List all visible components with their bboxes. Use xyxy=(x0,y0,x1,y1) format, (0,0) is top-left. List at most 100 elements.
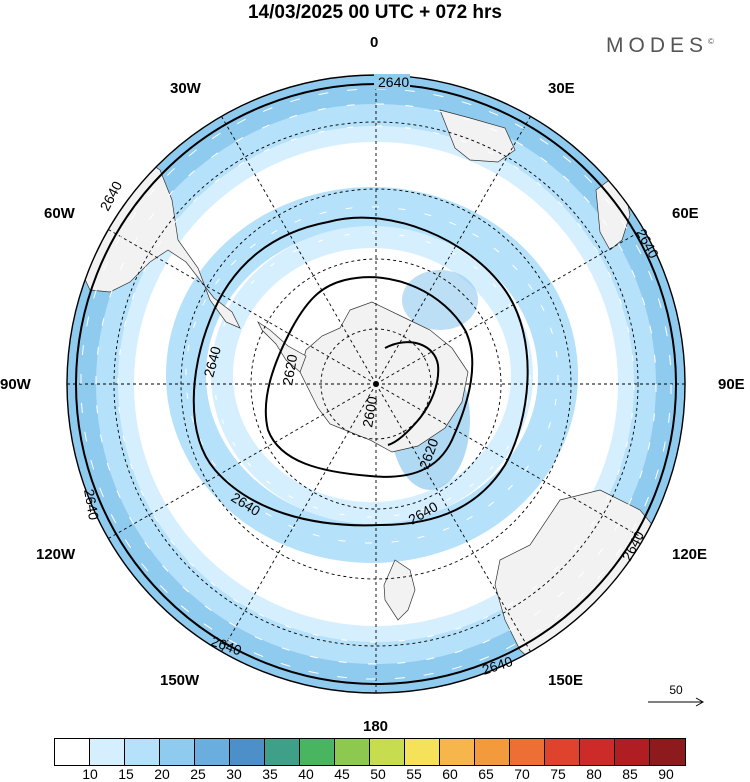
wind-arrow xyxy=(506,643,516,650)
wind-arrow xyxy=(526,399,529,405)
wind-arrow xyxy=(653,413,655,422)
contour-2600 xyxy=(384,341,440,446)
svg-text:2620: 2620 xyxy=(279,353,300,387)
wind-arrow xyxy=(187,344,190,352)
wind-arrow xyxy=(531,585,538,590)
wind-arrow xyxy=(644,496,650,507)
wind-arrow xyxy=(398,208,406,211)
wind-arrow xyxy=(631,269,636,278)
wind-arrow xyxy=(188,149,197,157)
wind-arrow xyxy=(182,586,189,593)
wind-arrow xyxy=(540,304,545,312)
wind-arrow xyxy=(81,345,84,356)
wind-arrow xyxy=(648,270,653,281)
wind-arrow xyxy=(281,647,290,651)
wind-arrow xyxy=(345,207,353,210)
wind-arrow xyxy=(602,219,608,227)
reference-vector-value: 50 xyxy=(669,683,683,697)
wind-arrow xyxy=(313,506,319,509)
wind-arrow xyxy=(442,527,450,531)
colorbar-tick-label: 30 xyxy=(226,766,242,782)
contour-2620 xyxy=(264,276,474,478)
wind-arrow xyxy=(140,490,145,497)
wind-arrow xyxy=(157,241,162,248)
colorbar-swatch xyxy=(90,739,125,765)
colorbar-tick-label: 25 xyxy=(190,766,206,782)
wind-arrow xyxy=(101,317,105,326)
wind-arrow xyxy=(149,212,155,220)
wind-arrow xyxy=(454,649,463,654)
wind-arrow xyxy=(170,539,175,546)
wind-arrow xyxy=(97,346,99,355)
wind-arrow xyxy=(558,201,564,207)
wind-arrow xyxy=(462,117,471,121)
wind-arrow xyxy=(433,131,440,135)
lon-label-30w: 30W xyxy=(170,80,201,97)
wind-arrow xyxy=(130,463,133,470)
wind-arrow xyxy=(147,188,155,198)
wind-arrow xyxy=(347,126,354,129)
wind-arrow xyxy=(110,514,117,524)
wind-arrow xyxy=(191,416,195,423)
wind-arrow xyxy=(527,350,529,355)
wind-arrow xyxy=(167,190,174,197)
wind-arrow xyxy=(603,196,611,205)
wind-arrow xyxy=(144,541,150,549)
wind-arrow xyxy=(119,349,121,356)
colorbar-swatch xyxy=(615,739,650,765)
wind-arrow xyxy=(472,233,479,238)
wind-arrow xyxy=(346,104,355,107)
wind-arrow xyxy=(234,299,239,305)
colorbar-swatch xyxy=(475,739,510,765)
colorbar-tick-label: 75 xyxy=(550,766,566,782)
wind-arrow xyxy=(536,181,542,187)
colorbar-swatch xyxy=(160,739,195,765)
wind-arrow xyxy=(533,610,541,616)
wind-arrow xyxy=(628,497,633,506)
wind-arrow xyxy=(93,288,98,299)
wind-arrow xyxy=(253,652,264,658)
wind-arrow xyxy=(426,657,435,661)
colorbar-swatch xyxy=(300,739,335,765)
wind-arrow xyxy=(508,303,512,309)
wind-arrow xyxy=(618,243,623,252)
wind-arrow xyxy=(347,88,358,91)
wind-arrow xyxy=(109,289,113,298)
lon-label-180: 180 xyxy=(363,718,389,735)
colorbar-tick-label: 15 xyxy=(118,766,134,782)
wind-arrow xyxy=(338,661,347,663)
wind-arrow xyxy=(487,151,494,155)
wind-arrow xyxy=(631,355,634,362)
contour-label-2640-nw: 2640 xyxy=(97,178,126,213)
wind-arrow xyxy=(528,283,533,290)
wind-arrow xyxy=(290,98,301,103)
wind-arrow xyxy=(249,243,256,249)
wind-arrow xyxy=(99,434,103,443)
lon-label-90w: 90W xyxy=(0,376,31,393)
wind-arrow xyxy=(129,516,134,525)
wind-arrow xyxy=(180,605,190,613)
lon-label-0: 0 xyxy=(370,34,379,51)
wind-arrow xyxy=(232,441,236,447)
wind-arrow xyxy=(479,656,490,661)
wind-arrow xyxy=(99,487,104,498)
wind-arrow xyxy=(425,241,431,244)
wind-arrow xyxy=(292,249,298,253)
wind-arrow xyxy=(417,535,425,539)
wind-arrow xyxy=(236,118,246,125)
modes-logo: MODES© xyxy=(606,34,714,58)
contour-2640-inner xyxy=(192,216,529,527)
lon-label-150w: 150W xyxy=(160,672,200,689)
colorbar-swatch xyxy=(55,739,90,765)
wind-arrow xyxy=(203,623,213,630)
wind-arrow xyxy=(555,351,558,358)
wind-arrow xyxy=(202,299,207,306)
land xyxy=(75,109,666,669)
wind-arrow xyxy=(141,563,149,572)
lon-label-30e: 30E xyxy=(548,80,575,97)
wind-arrow xyxy=(583,196,590,203)
wind-arrow xyxy=(214,178,221,183)
wind-arrow xyxy=(537,444,542,451)
wind-arrow xyxy=(102,261,108,272)
wind-arrow xyxy=(132,292,135,299)
